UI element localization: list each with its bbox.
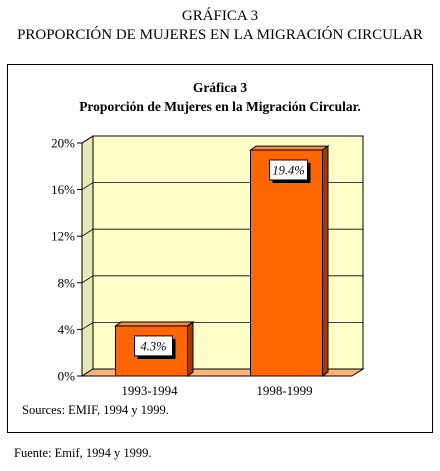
y-tick-label: 8% <box>58 275 76 290</box>
data-label-box <box>134 335 173 357</box>
y-tick-label: 0% <box>58 369 76 384</box>
bar-side <box>187 321 194 377</box>
page-subtitle: PROPORCIÓN DE MUJERES EN LA MIGRACIÓN CI… <box>17 27 423 43</box>
footer-source: Fuente: Emif, 1994 y 1999. <box>14 446 152 460</box>
x-tick-label: 1993-1994 <box>121 383 178 398</box>
bar-top <box>113 321 195 327</box>
gridline <box>81 135 363 144</box>
chart-subtitle: Proporción de Mujeres en la Migración Ci… <box>79 99 361 114</box>
plot-side-wall <box>81 135 94 377</box>
page-title: GRÁFICA 3 <box>181 8 259 24</box>
bar-top <box>248 145 330 151</box>
chart-title: Gráfica 3 <box>192 80 248 95</box>
bar <box>250 149 323 377</box>
y-tick-label: 4% <box>58 322 76 337</box>
y-tick-label: 20% <box>51 136 75 151</box>
data-label: 4.3% <box>140 339 166 353</box>
bar-chart: 0% 4% 8% 12% 16% 20% 4.3% 1993-1994 19.4% 1998-19… <box>51 135 365 398</box>
y-tick-label: 12% <box>51 229 75 244</box>
x-tick-label: 1998-1999 <box>256 383 312 398</box>
chart-frame: Gráfica 3 Proporción de Mujeres en la Mi… <box>7 64 433 433</box>
data-label-box <box>269 159 308 181</box>
bar-side <box>322 145 329 377</box>
data-label: 19.4% <box>272 163 304 177</box>
sources-note: Sources: EMIF, 1994 y 1999. <box>22 403 169 417</box>
y-tick-label: 16% <box>51 182 75 197</box>
